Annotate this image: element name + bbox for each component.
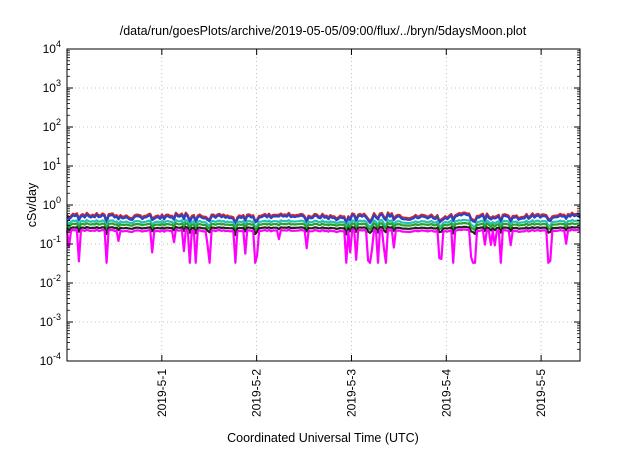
series-group — [65, 211, 581, 264]
x-tick-label: 2019-5-2 — [250, 369, 264, 417]
series-line-4 — [66, 225, 581, 237]
x-axis-label: Coordinated Universal Time (UTC) — [227, 431, 419, 445]
y-axis: 10-4 10-3 10-2 10-1 100 101 102 103 104 — [40, 39, 580, 368]
series-line-5 — [65, 228, 581, 264]
y-tick-label: 10-4 — [40, 351, 61, 368]
series-line-1 — [66, 212, 581, 227]
y-tick-label: 102 — [43, 117, 61, 134]
grid — [67, 49, 580, 361]
x-tick-label: 2019-5-4 — [439, 369, 453, 417]
y-tick-label: 103 — [43, 78, 61, 95]
y-tick-label: 10-1 — [40, 234, 61, 251]
series-line-3 — [66, 221, 581, 233]
chart-title: /data/run/goesPlots/archive/2019-05-05/0… — [120, 24, 527, 38]
x-tick-label: 2019-5-3 — [344, 369, 358, 417]
y-tick-label: 10-2 — [40, 273, 61, 290]
x-tick-label: 2019-5-1 — [155, 369, 169, 417]
series-line-2 — [66, 218, 581, 231]
y-tick-label: 104 — [43, 39, 61, 56]
x-tick-label: 2019-5-5 — [534, 369, 548, 417]
y-tick-label: 100 — [43, 195, 61, 212]
y-tick-label: 10-3 — [40, 312, 61, 329]
x-axis: 2019-5-1 2019-5-2 2019-5-3 2019-5-4 2019-5-5 — [155, 49, 548, 417]
y-axis-label: cSv/day — [25, 182, 39, 227]
y-tick-label: 101 — [43, 156, 61, 173]
